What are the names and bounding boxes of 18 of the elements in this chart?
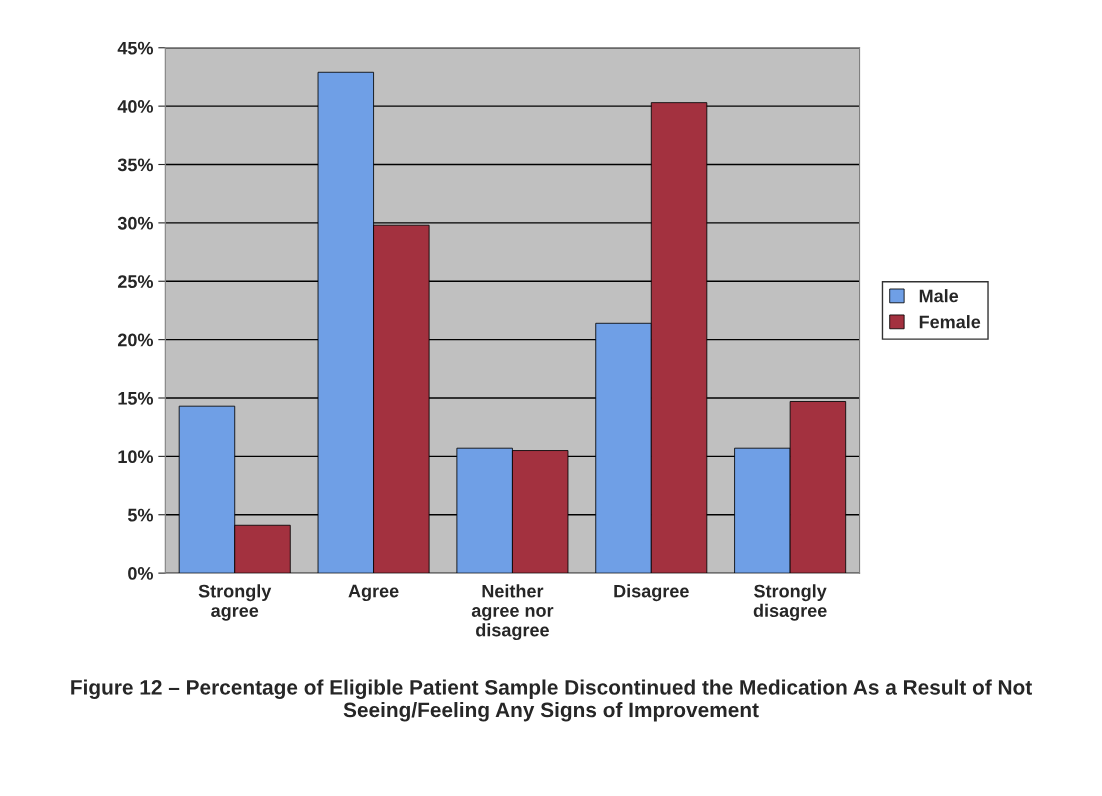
x-tick-label: Agree: [348, 584, 399, 602]
y-tick-label: 0%: [128, 567, 154, 580]
y-tick-label: 35%: [117, 158, 154, 172]
y-tick-label: 5%: [127, 508, 154, 522]
y-tick-label: 15%: [118, 391, 154, 405]
y-tick-label: 20%: [117, 333, 154, 347]
legend-label: Male: [919, 289, 959, 303]
x-tick-label: Strongly disagree: [753, 584, 827, 621]
x-tick-label: Neither agree nor disagree: [471, 584, 554, 641]
y-tick-label: 45%: [117, 41, 154, 55]
legend-label: Female: [919, 315, 981, 329]
x-tick-label: Strongly agree: [198, 584, 272, 621]
y-tick-label: 30%: [117, 216, 154, 230]
y-tick-label: 10%: [118, 450, 154, 464]
y-tick-label: 40%: [117, 100, 154, 113]
x-tick-label: Disagree: [614, 584, 689, 602]
y-tick-label: 25%: [117, 275, 154, 288]
text: Figure 12 – Percentage of Eligible Patient Sample Discontinued the Medication As a Result of Not Seeing/Feeling Any Signs of Improvement: [71, 679, 1032, 722]
